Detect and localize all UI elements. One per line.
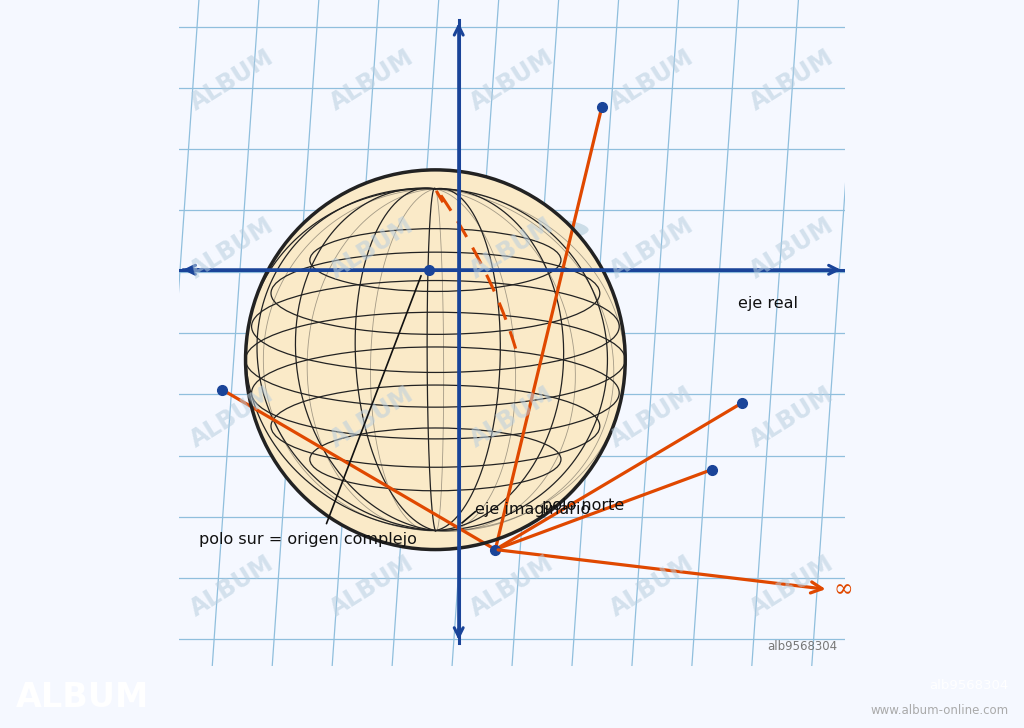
Ellipse shape	[330, 251, 557, 479]
Ellipse shape	[301, 224, 580, 502]
Ellipse shape	[246, 170, 626, 550]
Text: ALBUM: ALBUM	[606, 551, 698, 621]
Text: alb9568304: alb9568304	[930, 679, 1009, 692]
Ellipse shape	[421, 339, 483, 403]
Ellipse shape	[288, 210, 591, 514]
Ellipse shape	[253, 177, 620, 544]
Ellipse shape	[414, 333, 489, 408]
Text: ALBUM: ALBUM	[186, 214, 279, 284]
Text: polo norte: polo norte	[542, 498, 625, 513]
Text: ∞: ∞	[834, 578, 853, 601]
Text: ALBUM: ALBUM	[466, 382, 558, 452]
Text: ALBUM: ALBUM	[745, 382, 838, 452]
Text: polo sur = origen complejo: polo sur = origen complejo	[199, 532, 417, 547]
Ellipse shape	[281, 204, 597, 520]
Text: ALBUM: ALBUM	[326, 214, 418, 284]
Ellipse shape	[357, 278, 535, 456]
Text: eje imaginario: eje imaginario	[475, 502, 591, 517]
Ellipse shape	[372, 292, 523, 443]
Ellipse shape	[343, 265, 546, 467]
Ellipse shape	[308, 231, 574, 496]
Ellipse shape	[427, 346, 478, 397]
Ellipse shape	[259, 183, 614, 538]
Ellipse shape	[365, 285, 529, 449]
Text: ALBUM: ALBUM	[466, 551, 558, 621]
Text: eje real: eje real	[738, 296, 799, 312]
Ellipse shape	[309, 212, 589, 248]
Text: ALBUM: ALBUM	[745, 551, 838, 621]
Text: ALBUM: ALBUM	[745, 214, 838, 284]
Ellipse shape	[323, 245, 563, 485]
Ellipse shape	[266, 190, 608, 532]
Ellipse shape	[385, 305, 512, 432]
Ellipse shape	[434, 352, 472, 391]
Ellipse shape	[246, 170, 626, 550]
Text: ALBUM: ALBUM	[745, 45, 838, 115]
Text: alb9568304: alb9568304	[767, 640, 837, 653]
Text: ALBUM: ALBUM	[326, 45, 418, 115]
Text: ALBUM: ALBUM	[186, 551, 279, 621]
Ellipse shape	[295, 217, 586, 508]
Ellipse shape	[449, 366, 461, 379]
Text: ALBUM: ALBUM	[606, 45, 698, 115]
Ellipse shape	[246, 170, 626, 550]
Text: ALBUM: ALBUM	[15, 681, 148, 713]
Ellipse shape	[273, 197, 602, 526]
Text: ALBUM: ALBUM	[466, 45, 558, 115]
Text: ALBUM: ALBUM	[606, 214, 698, 284]
Ellipse shape	[337, 258, 552, 473]
Ellipse shape	[315, 237, 568, 491]
Ellipse shape	[407, 325, 495, 414]
Text: ALBUM: ALBUM	[326, 551, 418, 621]
Text: ALBUM: ALBUM	[326, 382, 418, 452]
Ellipse shape	[350, 272, 541, 462]
Text: ALBUM: ALBUM	[606, 382, 698, 452]
Ellipse shape	[392, 312, 506, 426]
Text: www.album-online.com: www.album-online.com	[870, 704, 1009, 717]
Ellipse shape	[399, 319, 501, 420]
Text: ALBUM: ALBUM	[466, 214, 558, 284]
Ellipse shape	[379, 298, 518, 438]
Text: ALBUM: ALBUM	[186, 45, 279, 115]
Ellipse shape	[441, 360, 467, 385]
Text: ALBUM: ALBUM	[186, 382, 279, 452]
